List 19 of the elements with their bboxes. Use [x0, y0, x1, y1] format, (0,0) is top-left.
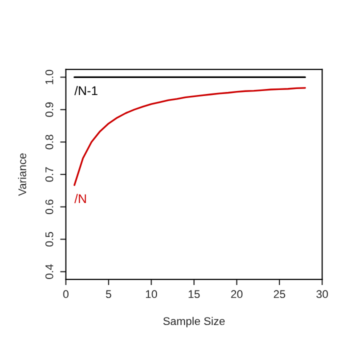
line-series — [74, 87, 306, 186]
y-tick-label: 0.9 — [45, 102, 54, 117]
y-tick-label: 0.8 — [45, 134, 54, 150]
x-tick-label: 30 — [316, 290, 328, 298]
series-label: /N-1 — [74, 86, 98, 96]
y-tick-label: 0.7 — [45, 167, 54, 182]
series-label: /N — [74, 194, 86, 204]
x-tick-label: 15 — [188, 290, 200, 298]
y-axis-title: Variance — [18, 153, 26, 196]
x-tick-label: 25 — [274, 290, 286, 298]
y-tick-label: 0.4 — [45, 264, 54, 279]
x-tick-label: 5 — [106, 290, 112, 298]
y-tick-label: 0.5 — [45, 232, 54, 247]
x-tick-label: 20 — [231, 290, 242, 298]
y-tick-label: 0.6 — [45, 200, 54, 214]
x-tick-label: 10 — [146, 290, 158, 298]
y-tick-label: 1.0 — [45, 70, 54, 84]
x-axis-title: Sample Size — [163, 316, 225, 328]
x-tick-label: 0 — [63, 290, 69, 298]
